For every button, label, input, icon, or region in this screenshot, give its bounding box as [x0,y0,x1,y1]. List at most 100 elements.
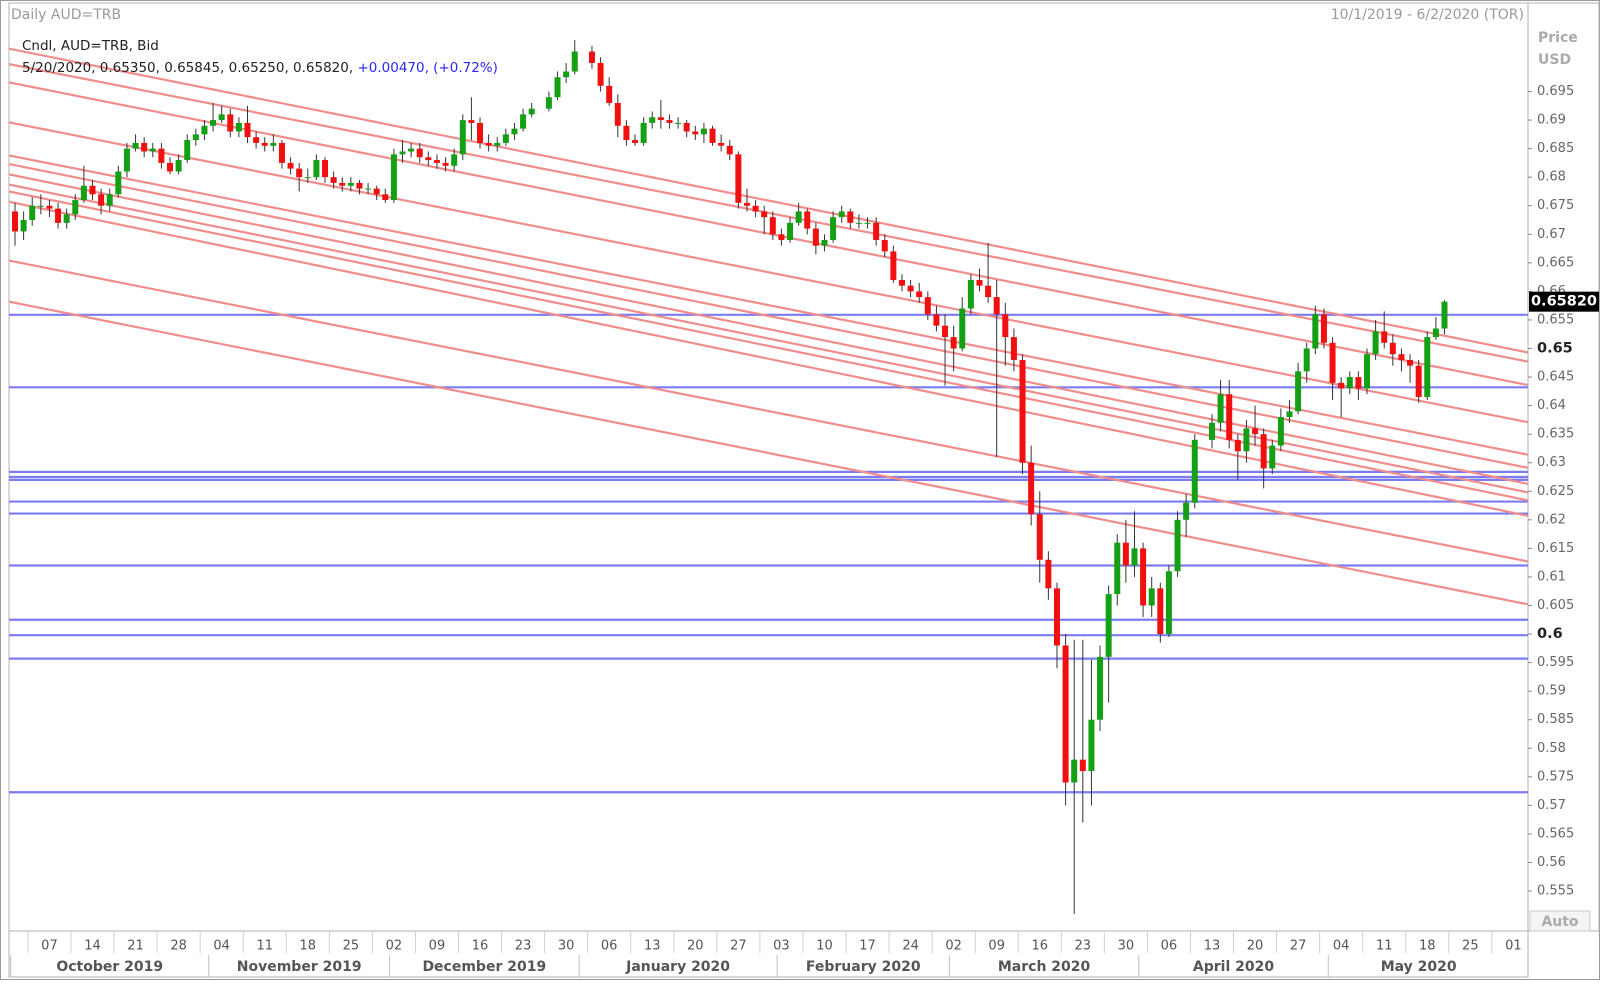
y-tick-label: 0.61 [1537,569,1566,584]
x-tick-label: 13 [1204,939,1221,954]
candle-body [1140,548,1147,606]
trend-line [9,63,1528,363]
x-tick-label: 27 [730,939,747,954]
x-tick-label: 25 [343,939,360,954]
candle-body [1191,439,1198,503]
candle-body [1010,337,1017,360]
candle-body [408,148,415,152]
candle-body [898,279,905,286]
candle-body [1243,428,1250,452]
candle-body [1157,588,1164,635]
legend-values: 5/20/2020, 0.65350, 0.65845, 0.65250, 0.… [22,60,353,76]
candle-body [666,120,673,123]
candle-body [657,117,664,121]
candle-body [890,251,897,280]
y-tick-label: 0.625 [1537,484,1574,499]
x-tick-label: 14 [84,939,101,954]
candle-body [192,134,199,141]
candle-body [606,85,613,103]
candle-body [89,185,96,195]
y-tick-label: 0.69 [1537,113,1566,128]
candle-body [235,122,242,132]
candle-body [1260,434,1267,469]
candle-body [382,194,389,201]
trend-line [9,173,1528,485]
candle-body [1338,382,1345,389]
candle-body [37,205,44,207]
candle-body [1088,719,1095,772]
legend-change: +0.00470, (+0.72%) [357,60,497,76]
candle-body [106,194,113,206]
candle-body [1079,759,1086,772]
candle-body [1312,314,1319,349]
candle-body [675,122,682,124]
x-tick-label: 25 [1462,939,1479,954]
candle-body [967,279,974,309]
auto-button[interactable] [1529,910,1591,932]
candle-body [1174,519,1181,572]
candle-body [278,142,285,163]
candle-body [1346,377,1353,389]
candle-body [304,177,311,179]
candle-body [502,134,509,143]
candle-body [993,297,1000,315]
candle-body [976,279,983,286]
candle-body [847,211,854,223]
x-tick-label: 16 [472,939,489,954]
candle-body [1131,548,1138,566]
candle-body [459,120,466,155]
candle-body [494,142,501,146]
x-tick-label: 17 [859,939,876,954]
candle-body [614,102,621,126]
candle-body [339,182,346,186]
y-tick-label: 0.645 [1537,370,1574,385]
candle-body [752,205,759,212]
candle-body [804,211,811,229]
candle-body [1441,301,1448,329]
trend-line [9,121,1528,424]
candle-body [253,137,260,143]
x-tick-label: 16 [1031,939,1048,954]
y-tick-label: 0.62 [1537,512,1566,527]
candle-body [132,142,139,149]
candle-body [1226,394,1233,440]
candle-body [20,220,27,232]
x-tick-label: 30 [558,939,575,954]
candle-body [63,214,70,223]
candle-body [313,160,320,178]
x-tick-label: 11 [1376,939,1393,954]
y-tick-label: 0.65 [1537,341,1573,357]
axis-label: Price [1538,30,1578,46]
candle-body [425,157,432,161]
candle-body [700,128,707,135]
trend-line [9,162,1528,469]
candle-body [55,208,62,223]
candle-body [950,337,957,349]
candle-body [12,211,18,232]
candle-body [1424,337,1431,398]
x-tick-label: 21 [127,939,144,954]
trend-line [9,259,1528,563]
candle-body [821,239,828,246]
candle-body [1355,377,1362,389]
x-tick-label: 02 [386,939,403,954]
candle-body [201,125,208,135]
auto-button-label[interactable]: Auto [1541,914,1578,930]
candle-body [528,108,535,115]
x-tick-label: 07 [41,939,58,954]
candle-body [1122,542,1129,566]
y-tick-label: 0.665 [1537,255,1574,270]
chart-title: Daily AUD=TRB [11,7,121,23]
x-tick-label: 04 [1333,939,1350,954]
price-axis [1527,2,1600,932]
candle-body [709,128,716,143]
candle-body [485,142,492,146]
x-tick-label: 13 [644,939,661,954]
candle-body [640,122,647,143]
candle-body [210,120,217,126]
candle-body [683,122,690,132]
candle-body [175,160,182,172]
x-tick-label: 06 [601,939,618,954]
candle-body [1252,428,1259,435]
candle-body [416,148,423,158]
